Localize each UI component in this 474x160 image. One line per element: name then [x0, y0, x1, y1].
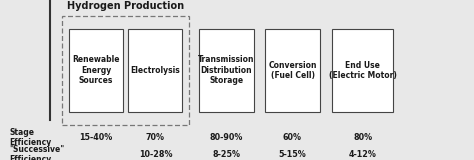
Text: 70%: 70%: [146, 133, 165, 142]
Text: "Successive"
Efficiency: "Successive" Efficiency: [9, 145, 65, 160]
Text: Hydrogen Production: Hydrogen Production: [66, 1, 184, 11]
Text: Renewable
Energy
Sources: Renewable Energy Sources: [72, 56, 120, 85]
Text: Stage
Efficiency: Stage Efficiency: [9, 128, 52, 147]
Bar: [128, 29, 182, 112]
Text: 5-15%: 5-15%: [279, 150, 306, 159]
Text: Conversion
(Fuel Cell): Conversion (Fuel Cell): [268, 61, 317, 80]
Text: Electrolysis: Electrolysis: [130, 66, 180, 75]
Text: 80%: 80%: [353, 133, 372, 142]
Bar: [62, 16, 189, 125]
Text: End Use
(Electric Motor): End Use (Electric Motor): [328, 61, 397, 80]
Text: 10-28%: 10-28%: [139, 150, 172, 159]
Text: 80-90%: 80-90%: [210, 133, 243, 142]
Bar: [199, 29, 254, 112]
Text: Transmission
Distribution
Storage: Transmission Distribution Storage: [198, 56, 255, 85]
Text: 4-12%: 4-12%: [349, 150, 376, 159]
Text: 60%: 60%: [283, 133, 302, 142]
Bar: [332, 29, 393, 112]
Bar: [265, 29, 320, 112]
Bar: [69, 29, 123, 112]
Text: 8-25%: 8-25%: [212, 150, 240, 159]
Text: 15-40%: 15-40%: [79, 133, 112, 142]
